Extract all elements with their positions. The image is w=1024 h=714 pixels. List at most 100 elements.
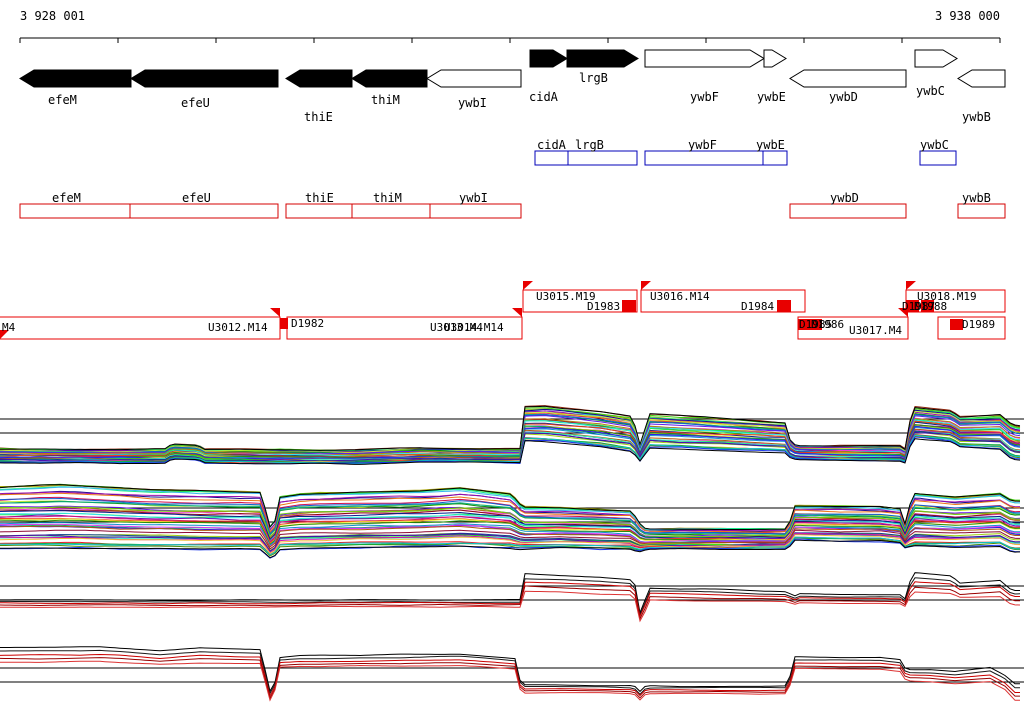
segment-label-U3017.M4: U3017.M4 — [849, 324, 902, 337]
tu-box-cidA[interactable] — [534, 150, 638, 166]
gene-arrow-ywbC[interactable] — [914, 49, 958, 68]
gene-label-thiM: thiM — [371, 93, 400, 107]
tu-label-cidA: cidA — [537, 138, 566, 152]
segment-label-U3012.M14: U3012.M14 — [208, 321, 268, 334]
expression-track-2-reverse-all-conditions — [0, 483, 1024, 559]
gene-label-efeM: efeM — [48, 93, 77, 107]
gene-arrow-ywbB[interactable] — [957, 69, 1006, 88]
gene-arrow-efeM[interactable] — [19, 69, 132, 88]
tu-box-ywbF[interactable] — [644, 150, 788, 166]
segment-label-D1983: D1983 — [587, 300, 621, 313]
tu-label-ywbB: ywbB — [962, 191, 991, 205]
series-line — [0, 405, 1021, 451]
series-line — [0, 536, 1021, 556]
forward-strand-units — [534, 150, 957, 166]
gene-arrow-ywbD[interactable] — [789, 69, 907, 88]
series-line — [0, 649, 1021, 695]
series-line — [0, 508, 1021, 539]
segmentation-track — [0, 281, 1006, 340]
segment-label-D1986: D1986 — [811, 318, 845, 331]
promoter-flag-icon — [512, 308, 522, 317]
gene-arrow-efeU[interactable] — [130, 69, 279, 88]
gene-arrow-thiE[interactable] — [285, 69, 353, 88]
gene-arrow-ywbI[interactable] — [426, 69, 522, 88]
series-line — [0, 537, 1021, 557]
tu-label-ywbF: ywbF — [688, 138, 717, 152]
segment-label-U3018.M19: U3018.M19 — [917, 290, 977, 303]
gene-label-ywbC: ywbC — [916, 84, 945, 98]
terminator-marker — [777, 300, 791, 312]
tu-box-ywbB[interactable] — [957, 203, 1006, 219]
segment-box-1[interactable] — [640, 289, 806, 313]
gene-label-lrgB: lrgB — [579, 71, 608, 85]
series-line — [0, 484, 1021, 530]
series-line — [0, 405, 1021, 451]
segment-label-U3016.M14: U3016.M14 — [650, 290, 710, 303]
series-line — [0, 538, 1021, 559]
segment-label-D1982: D1982 — [291, 317, 325, 330]
series-line — [0, 577, 1021, 617]
series-line — [0, 407, 1021, 452]
segment-label-U3013.M4: U3013.M4 — [430, 321, 483, 334]
series-line — [0, 534, 1021, 554]
gene-label-efeU: efeU — [181, 96, 210, 110]
series-line — [0, 515, 1021, 543]
ruler-end-label: 3 938 000 — [934, 9, 1000, 23]
series-line — [0, 572, 1020, 615]
series-line — [0, 497, 1020, 535]
tu-label-efeM: efeM — [52, 191, 81, 205]
tu-box-ywbD[interactable] — [789, 203, 907, 219]
tu-box-thiE[interactable] — [285, 203, 522, 219]
series-line — [0, 486, 1021, 531]
terminator-marker — [906, 300, 919, 312]
series-line — [0, 506, 1021, 538]
gene-label-ywbB: ywbB — [962, 110, 991, 124]
series-line — [0, 581, 1020, 618]
gene-arrow-cidA[interactable] — [529, 49, 568, 68]
promoter-flag-icon — [0, 330, 9, 339]
series-line — [0, 529, 1021, 550]
series-line — [0, 492, 1021, 533]
series-line — [0, 438, 1021, 465]
series-line — [0, 653, 1020, 698]
gene-label-cidA: cidA — [529, 90, 558, 104]
series-line — [0, 512, 1020, 542]
series-line — [0, 510, 1020, 541]
tu-label-thiM: thiM — [373, 191, 402, 205]
terminator-marker — [798, 319, 810, 330]
tu-label-efeU: efeU — [182, 191, 211, 205]
expression-track-3-forward-selected-conditions — [0, 572, 1024, 623]
tu-box-ywbC[interactable] — [919, 150, 957, 166]
gene-arrow-ywbE[interactable] — [763, 49, 787, 68]
segment-label-D1988: D1988 — [914, 300, 948, 313]
tu-label-lrgB: lrgB — [575, 138, 604, 152]
gene-arrow-ywbF[interactable] — [644, 49, 765, 68]
series-line — [0, 532, 1021, 552]
tu-label-ywbE: ywbE — [756, 138, 785, 152]
segment-label-U3015.M19: U3015.M19 — [536, 290, 596, 303]
expression-track-1-forward-all-conditions — [0, 405, 1024, 465]
segment-label-D1985: D1985 — [799, 318, 833, 331]
promoter-flag-icon — [270, 308, 280, 317]
expression-track-4-reverse-selected-conditions — [0, 646, 1024, 702]
gene-arrow-thiM[interactable] — [351, 69, 428, 88]
series-line — [0, 522, 1020, 547]
terminator-marker — [921, 300, 934, 312]
tu-box-efeM[interactable] — [19, 203, 279, 219]
segment-box-0[interactable] — [522, 289, 638, 313]
gene-arrow-lrgB[interactable] — [566, 49, 639, 68]
tu-label-ywbI: ywbI — [459, 191, 488, 205]
series-line — [0, 539, 1021, 559]
segment-label-D1984: D1984 — [741, 300, 775, 313]
reverse-strand-units — [19, 203, 1006, 219]
gene-label-ywbI: ywbI — [458, 96, 487, 110]
segment-label-M4: M4 — [2, 321, 16, 334]
segment-label-D1989: D1989 — [962, 318, 996, 331]
promoter-flag-icon — [906, 281, 916, 290]
series-line — [0, 525, 1020, 548]
series-line — [0, 585, 1021, 621]
tu-label-ywbD: ywbD — [830, 191, 859, 205]
series-line — [0, 491, 1021, 532]
